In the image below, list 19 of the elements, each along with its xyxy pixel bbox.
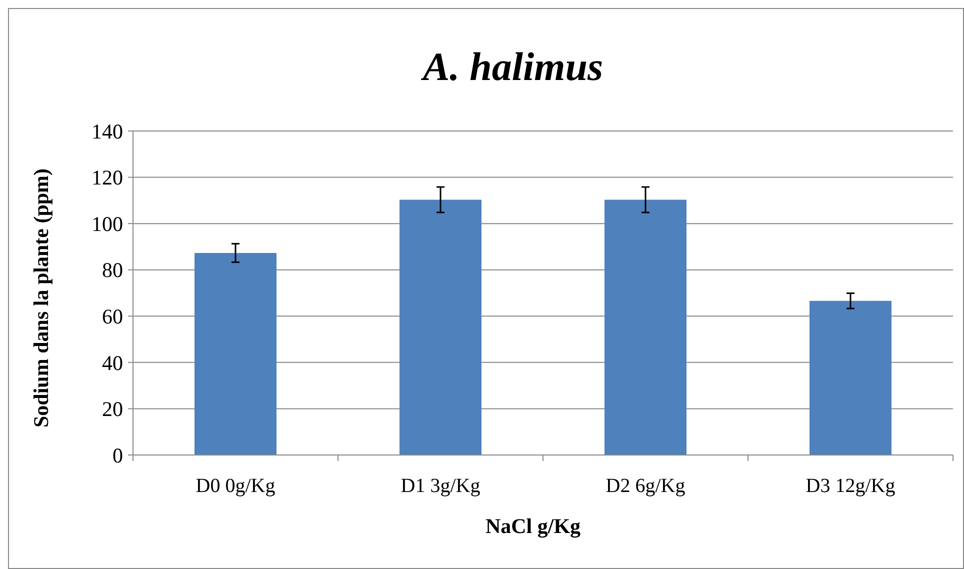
y-tick-label: 60 [102, 304, 123, 328]
y-tick-label: 20 [102, 397, 123, 422]
y-tick-label: 100 [92, 212, 123, 236]
chart-title: A. halimus [420, 44, 604, 89]
bar [604, 200, 686, 455]
y-tick-label: 40 [102, 350, 123, 375]
x-axis-title: NaCl g/Kg [485, 514, 582, 538]
x-tick-label: D3 12g/Kg [806, 475, 896, 497]
y-tick-label: 0 [112, 443, 123, 468]
bar [810, 300, 892, 455]
y-tick-label: 140 [92, 119, 123, 144]
y-tick-label: 80 [102, 258, 123, 282]
bar [194, 252, 276, 455]
x-tick-label: D1 3g/Kg [400, 475, 480, 497]
x-tick-label: D0 0g/Kg [196, 475, 276, 497]
bar [400, 200, 482, 455]
y-tick-label: 120 [92, 166, 123, 190]
x-tick-label: D2 6g/Kg [606, 475, 686, 497]
y-axis-title: Sodium dans la plante (ppm) [29, 168, 53, 428]
